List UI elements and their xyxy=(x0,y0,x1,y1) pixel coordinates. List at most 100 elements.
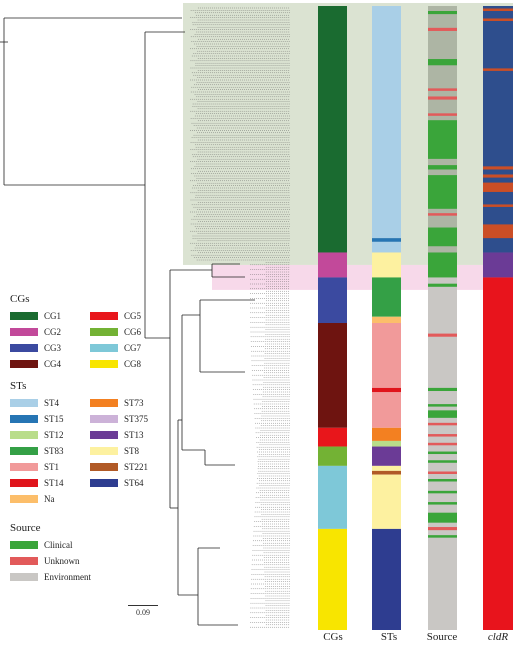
sts-column-label: STs xyxy=(380,631,398,643)
sts-legend-swatch xyxy=(10,399,38,407)
cgs-legend-swatch xyxy=(10,360,38,368)
cgs-legend-item: CG3 xyxy=(10,342,90,354)
source-segment xyxy=(428,59,457,66)
sts-legend-swatch xyxy=(90,463,118,471)
st-track xyxy=(372,6,401,630)
cgs-legend-label: CG4 xyxy=(44,359,62,369)
st-segment xyxy=(372,252,401,278)
cg-segment xyxy=(318,277,347,323)
sts-legend-item: ST8 xyxy=(90,445,170,457)
source-track xyxy=(428,6,457,630)
st-legend: STs ST4 ST73 ST15 ST375 ST12 ST13 ST83 ST8 ST1 ST… xyxy=(10,380,170,505)
source-segment xyxy=(428,422,457,426)
source-legend-label: Unknown xyxy=(44,556,80,566)
cgs-legend-swatch xyxy=(10,312,38,320)
source-legend-item: Unknown xyxy=(10,555,90,567)
sts-legend-item: ST4 xyxy=(10,397,90,409)
sts-legend-swatch xyxy=(90,399,118,407)
sts-legend-item: ST73 xyxy=(90,397,170,409)
source-segment xyxy=(428,283,457,287)
source-segment xyxy=(428,333,457,337)
cgs-legend-swatch xyxy=(90,312,118,320)
cgs-legend-swatch xyxy=(10,344,38,352)
source-segment xyxy=(428,252,457,278)
source-segment xyxy=(428,165,457,170)
st-segment xyxy=(372,440,401,447)
source-column-label: Source xyxy=(426,631,458,643)
sts-legend-swatch xyxy=(10,495,38,503)
cg-segment xyxy=(318,6,347,253)
cgs-legend-swatch xyxy=(90,360,118,368)
sts-legend-label: ST13 xyxy=(124,430,144,440)
sts-legend-item: ST12 xyxy=(10,429,90,441)
sts-legend-item: ST375 xyxy=(90,413,170,425)
dr-segment xyxy=(483,252,513,278)
source-segment xyxy=(428,527,457,531)
dr-segment xyxy=(483,277,513,630)
source-legend-label: Environment xyxy=(44,572,91,582)
source-segment xyxy=(428,434,457,437)
sts-legend-swatch xyxy=(90,447,118,455)
sts-legend-label: ST83 xyxy=(44,446,64,456)
scale-bar-line xyxy=(128,605,158,606)
sts-legend-label: ST64 xyxy=(124,478,144,488)
sts-legend-label: ST15 xyxy=(44,414,64,424)
cgs-legend-item: CG2 xyxy=(10,326,90,338)
cgs-legend-label: CG6 xyxy=(124,327,142,337)
sts-legend-swatch xyxy=(10,447,38,455)
sts-legend-item: ST221 xyxy=(90,461,170,473)
dr-track xyxy=(483,6,513,630)
source-segment xyxy=(428,175,457,209)
cgs-legend-item: CG8 xyxy=(90,358,170,370)
source-segment xyxy=(428,113,457,116)
source-segment xyxy=(428,227,457,247)
st-segment xyxy=(372,446,401,466)
source-segment xyxy=(428,502,457,505)
cgs-legend-label: CG5 xyxy=(124,311,142,321)
sts-legend-item: ST13 xyxy=(90,429,170,441)
cg-segment xyxy=(318,465,347,529)
source-segment xyxy=(428,460,457,463)
sts-legend-item: ST64 xyxy=(90,477,170,489)
cgs-legend-item: CG7 xyxy=(90,342,170,354)
cgs-legend-label: CG8 xyxy=(124,359,142,369)
sts-legend-swatch xyxy=(10,415,38,423)
dr-mark xyxy=(483,224,513,239)
st-segment xyxy=(372,392,401,428)
source-legend: Source Clinical Unknown Environment xyxy=(10,522,170,583)
dr-mark xyxy=(483,68,513,71)
source-segment xyxy=(428,27,457,31)
sts-legend-label: ST14 xyxy=(44,478,64,488)
source-legend-swatch xyxy=(10,573,38,581)
st-segment xyxy=(372,474,401,529)
phylogenetic-tree xyxy=(0,17,255,626)
source-segment xyxy=(428,451,457,455)
dr-column-label: cldR xyxy=(487,631,509,643)
source-segment xyxy=(428,490,457,494)
source-legend-label: Clinical xyxy=(44,540,73,550)
st-segment xyxy=(372,316,401,323)
cg-legend-title: CGs xyxy=(10,293,30,305)
source-segment xyxy=(428,88,457,91)
source-segment xyxy=(428,96,457,100)
sts-legend-swatch xyxy=(90,431,118,439)
source-segment xyxy=(428,10,457,15)
cg1-clade-highlight xyxy=(183,3,513,265)
source-legend-swatch xyxy=(10,541,38,549)
source-segment xyxy=(428,387,457,392)
source-legend-title: Source xyxy=(10,522,41,534)
cgs-legend-label: CG1 xyxy=(44,311,62,321)
cg-segment xyxy=(318,252,347,278)
sts-legend-label: ST8 xyxy=(124,446,140,456)
sts-legend-item: ST15 xyxy=(10,413,90,425)
source-segment xyxy=(428,410,457,418)
cg-segment xyxy=(318,528,347,630)
dr-mark xyxy=(483,204,513,207)
sts-legend-swatch xyxy=(90,479,118,487)
source-segment xyxy=(428,213,457,216)
cg-segment xyxy=(318,322,347,428)
cgs-legend-swatch xyxy=(90,344,118,352)
cgs-legend-swatch xyxy=(10,328,38,336)
source-segment xyxy=(428,404,457,407)
